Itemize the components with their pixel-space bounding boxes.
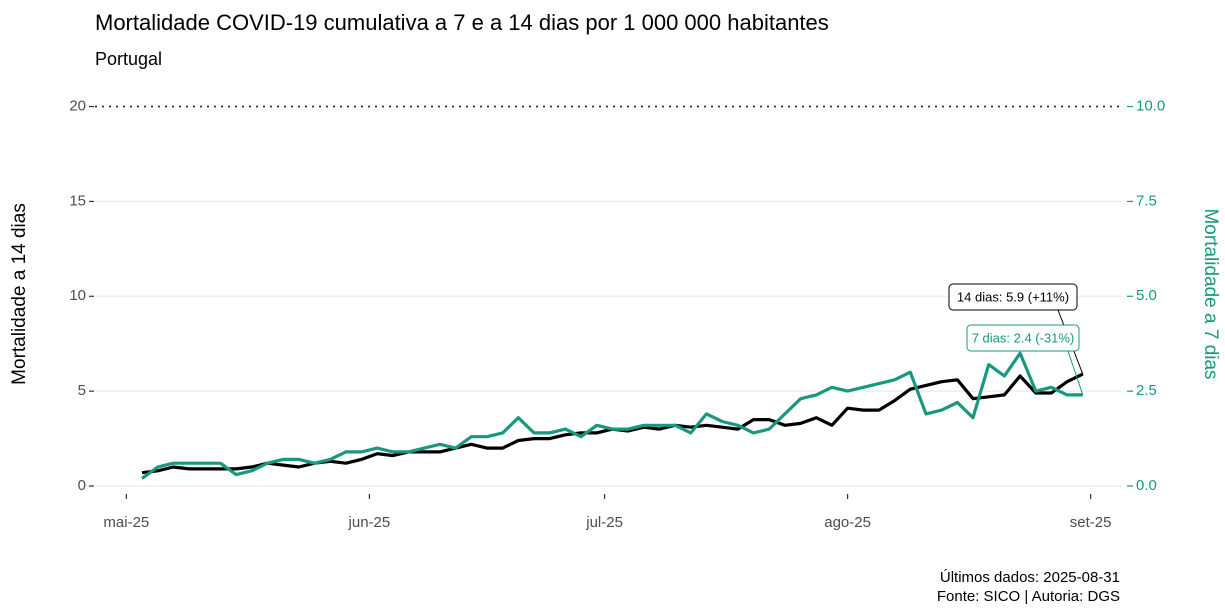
annotation-box: [948, 283, 1078, 311]
y2-tick-label: 10.0: [1136, 98, 1165, 115]
series-line: [141, 351, 1083, 480]
x-tick-label: jul-25: [585, 514, 623, 531]
y2-axis-title: Mortalidade a 7 dias: [1200, 208, 1221, 379]
y2-tick-label: 0.0: [1136, 477, 1157, 494]
y2-tick-label: 5.0: [1136, 287, 1157, 304]
x-tick-label: mai-25: [103, 514, 149, 531]
annotation-box: [966, 324, 1080, 352]
leader-line: [1067, 350, 1084, 396]
y-tick-label: 5: [78, 382, 86, 399]
caption: Fonte: SICO | Autoria: DGS: [937, 588, 1120, 605]
y-tick-label: 15: [69, 192, 86, 209]
chart-subtitle: Portugal: [95, 49, 162, 69]
y2-tick-label: 7.5: [1136, 192, 1157, 209]
annotation: 7 dias: 2.4 (-31%): [972, 330, 1075, 345]
y-tick-label: 10: [69, 287, 86, 304]
chart-title: Mortalidade COVID-19 cumulativa a 7 e a …: [95, 10, 829, 35]
y-axis-title: Mortalidade a 14 dias: [9, 203, 30, 385]
y-tick-label: 20: [69, 98, 86, 115]
annotation: 14 dias: 5.9 (+11%): [957, 289, 1069, 304]
y-tick-label: 0: [78, 477, 86, 494]
y2-tick-label: 2.5: [1136, 382, 1157, 399]
caption: Últimos dados: 2025-08-31: [940, 569, 1120, 586]
x-tick-label: ago-25: [824, 514, 871, 531]
x-tick-label: jun-25: [348, 514, 391, 531]
x-tick-label: set-25: [1070, 514, 1112, 531]
